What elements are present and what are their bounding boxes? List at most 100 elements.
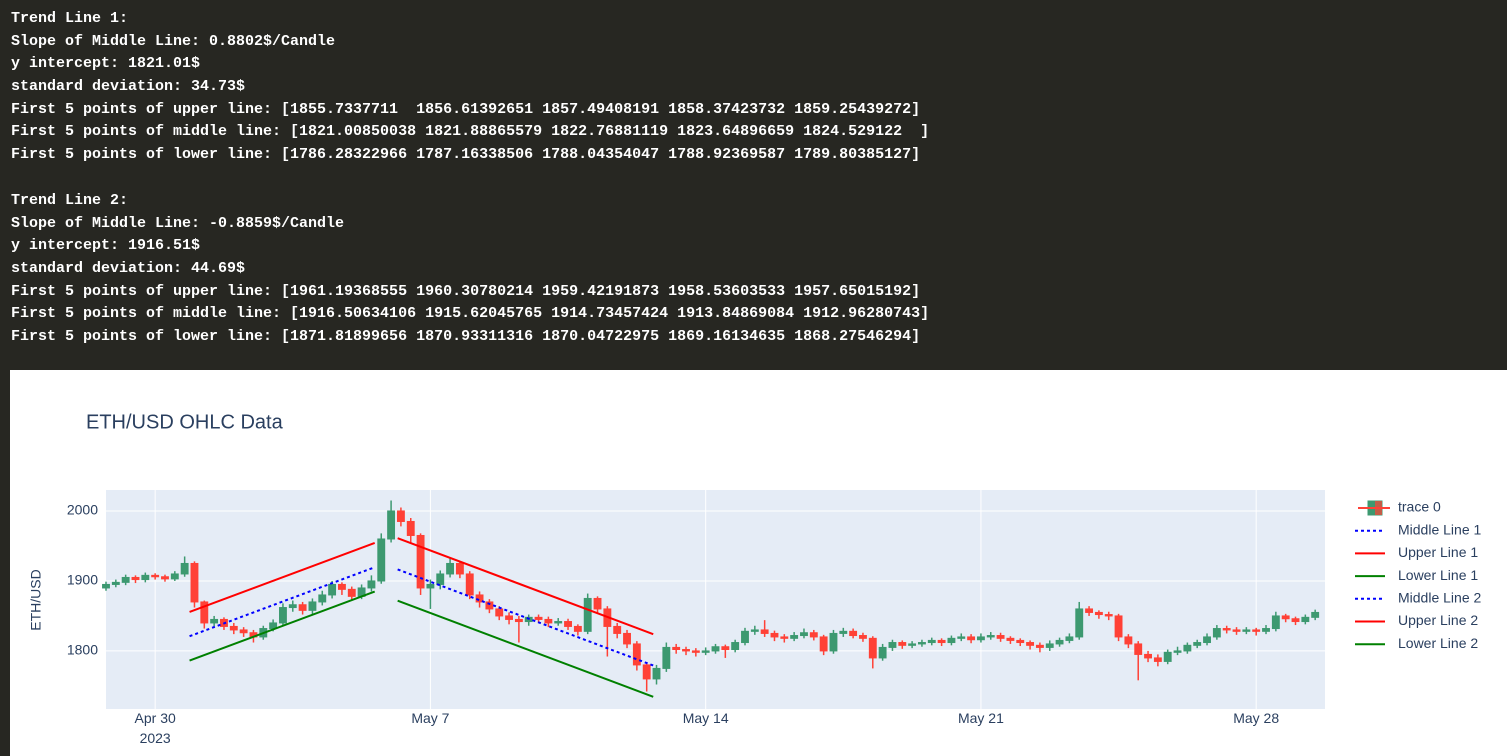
x-tick-label: May 28 bbox=[1233, 710, 1279, 726]
plot-area bbox=[106, 490, 1325, 709]
legend-label: trace 0 bbox=[1398, 499, 1441, 515]
candle-body bbox=[888, 642, 897, 648]
candle-body bbox=[1301, 616, 1310, 623]
console-output: Trend Line 1: Slope of Middle Line: 0.880… bbox=[0, 0, 1507, 370]
candle-body bbox=[593, 597, 602, 610]
console-line: standard deviation: 44.69$ bbox=[11, 260, 246, 278]
x-tick-label: May 14 bbox=[683, 710, 729, 726]
console-line: standard deviation: 34.73$ bbox=[11, 78, 246, 96]
y-tick-label: 1900 bbox=[67, 572, 98, 588]
candle-body bbox=[967, 636, 976, 641]
candle-body bbox=[721, 646, 730, 651]
candle-body bbox=[613, 625, 622, 634]
console-line: Trend Line 1: bbox=[11, 10, 129, 27]
trend-line bbox=[189, 590, 376, 662]
candle-body bbox=[573, 625, 582, 632]
candle-body bbox=[121, 576, 130, 583]
candle-body bbox=[1232, 629, 1241, 632]
candle-body bbox=[918, 642, 926, 645]
candle-body bbox=[1242, 629, 1251, 632]
candle-body bbox=[839, 630, 848, 634]
candle-body bbox=[1281, 615, 1290, 620]
candle-body bbox=[1144, 653, 1152, 659]
candle-body bbox=[436, 573, 445, 585]
trend-line-1-output: Trend Line 1: Slope of Middle Line: 0.880… bbox=[11, 8, 929, 167]
candle-body bbox=[741, 630, 749, 644]
candle-body bbox=[288, 604, 297, 609]
candle-body bbox=[554, 621, 563, 624]
trend-line bbox=[397, 599, 654, 698]
candle-body bbox=[642, 664, 651, 680]
y-axis-title: ETH/USD bbox=[28, 569, 44, 630]
candle-body bbox=[416, 534, 425, 589]
legend-label: Middle Line 1 bbox=[1398, 521, 1481, 537]
console-line: Slope of Middle Line: 0.8802$/Candle bbox=[11, 32, 336, 50]
candle-body bbox=[1045, 643, 1054, 648]
candle-body bbox=[760, 629, 769, 634]
candle-body bbox=[780, 636, 789, 639]
plot-marks bbox=[102, 500, 1320, 698]
candle-body bbox=[947, 637, 956, 644]
candle-body bbox=[711, 646, 720, 652]
candle-body bbox=[534, 616, 543, 620]
trend-line bbox=[189, 542, 376, 613]
candle-body bbox=[1026, 642, 1035, 646]
candle-body bbox=[1252, 629, 1261, 632]
candle-body bbox=[337, 583, 346, 590]
candle-body bbox=[1094, 611, 1103, 616]
trend-line bbox=[397, 537, 654, 636]
candle-body bbox=[898, 642, 907, 646]
candle-body bbox=[1104, 614, 1113, 617]
candle-body bbox=[141, 574, 150, 581]
candle-body bbox=[161, 576, 169, 580]
candle-body bbox=[426, 583, 435, 589]
legend-label: Upper Line 1 bbox=[1398, 544, 1478, 560]
console-line: y intercept: 1821.01$ bbox=[11, 55, 201, 73]
trend-line-2-output: Trend Line 2: Slope of Middle Line: -0.88… bbox=[11, 190, 929, 349]
legend-label: Middle Line 2 bbox=[1398, 590, 1481, 606]
legend-label: Upper Line 2 bbox=[1398, 612, 1478, 628]
candle-body bbox=[1006, 637, 1015, 641]
candle-body bbox=[986, 635, 995, 638]
candle-body bbox=[878, 646, 887, 659]
candle-body bbox=[308, 601, 317, 611]
candle-body bbox=[102, 583, 110, 589]
candle-body bbox=[377, 538, 386, 582]
console-line: First 5 points of middle line: [1916.506… bbox=[11, 305, 930, 323]
legend-label: Lower Line 2 bbox=[1398, 635, 1478, 651]
candle-body bbox=[1114, 615, 1123, 638]
candle-body bbox=[485, 601, 494, 610]
candle-body bbox=[564, 621, 572, 627]
console-line: First 5 points of lower line: [1871.8189… bbox=[11, 328, 921, 346]
candle-body bbox=[1163, 651, 1172, 662]
candle-body bbox=[691, 650, 700, 653]
candle-body bbox=[1134, 643, 1143, 655]
legend-label: Lower Line 1 bbox=[1398, 567, 1478, 583]
candle-body bbox=[790, 635, 799, 639]
candle-body bbox=[1311, 611, 1320, 618]
candle-body bbox=[1153, 657, 1162, 662]
candle-body bbox=[505, 615, 513, 620]
candle-body bbox=[623, 632, 631, 645]
candle-body bbox=[131, 576, 140, 581]
y-tick-label: 2000 bbox=[67, 502, 98, 518]
trend-line bbox=[189, 566, 376, 638]
candle-body bbox=[1124, 636, 1133, 645]
candle-body bbox=[819, 636, 828, 652]
candle-body bbox=[190, 562, 199, 603]
candle-body bbox=[200, 601, 209, 624]
candle-body bbox=[672, 646, 681, 651]
candle-body bbox=[1065, 636, 1074, 641]
candle-body bbox=[210, 618, 219, 624]
candle-body bbox=[1262, 628, 1270, 632]
candle-body bbox=[298, 604, 307, 611]
candle-body bbox=[495, 608, 504, 617]
x-tick-label: Apr 30 2023 bbox=[135, 710, 176, 746]
candle-body bbox=[367, 580, 376, 589]
candle-body bbox=[318, 594, 327, 603]
candle-body bbox=[1173, 650, 1182, 653]
candle-body bbox=[180, 562, 189, 575]
console-line: y intercept: 1916.51$ bbox=[11, 237, 201, 255]
candle-body bbox=[829, 632, 838, 652]
